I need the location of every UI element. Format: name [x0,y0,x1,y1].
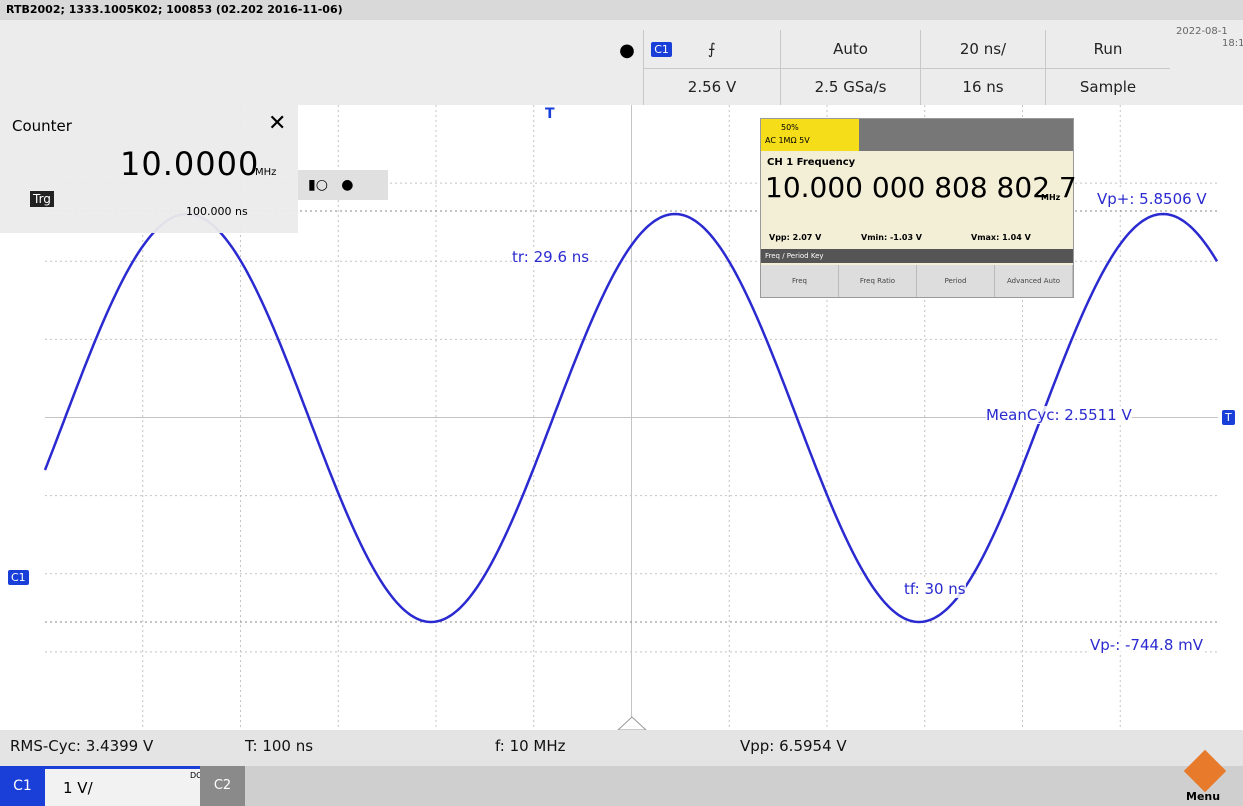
measurement: Vpp: 6.5954 V [740,737,847,755]
channel-scale: 1 V/ [63,779,93,797]
fall-time: tf: 30 ns [904,580,966,598]
inset-coupling: AC 1MΩ 5V [765,136,810,145]
page: RTB2002; 1333.1005K02; 100853 (02.202 20… [0,0,1243,806]
channel-marker: C1 [8,570,29,585]
time: 18:1 [1222,38,1243,49]
trigger-level-marker: T [1222,410,1235,425]
counter-unit: MHz [255,167,276,178]
run-state[interactable]: Run [1045,30,1170,68]
inset-button[interactable]: Freq Ratio [839,265,917,297]
trigger-mode[interactable]: Auto [780,30,920,68]
inset-panel: 50% AC 1MΩ 5V CH 1 Frequency 10.000 000 … [760,118,1074,298]
inset-vmin: Vmin: -1.03 V [861,233,922,242]
measurement-bar [0,730,1243,766]
menu-label: Menu [1186,790,1220,803]
channel-cell[interactable]: C1 ⨍ [643,30,723,68]
inset-unit: MHz [1041,193,1060,202]
channel-tag: C1 [651,42,672,57]
trigger-time-marker: T [545,106,555,122]
channel-scale-box[interactable]: 1 V/ DC [45,766,200,806]
vp-minus: Vp-: -744.8 mV [1090,636,1203,654]
inset-button[interactable]: Period [917,265,995,297]
sample-rate[interactable]: 2.5 GSa/s [780,68,920,105]
menu-button[interactable]: Menu [1180,752,1234,806]
inset-button[interactable]: Advanced Auto [995,265,1073,297]
counter-buttons[interactable]: ▮○ ● [298,170,388,200]
inset-label: CH 1 Frequency [767,157,855,168]
menu-icon [1184,750,1226,792]
counter-period: 100.000 ns [186,205,248,218]
inset-badge: 50% [781,123,799,132]
counter-value: 10.0000 [120,145,259,183]
counter-panel: Counter ✕ 10.0000 MHz Trg 100.000 ns [0,105,298,233]
acquisition[interactable]: Sample [1045,68,1170,105]
trigger-offset[interactable]: 16 ns [920,68,1045,105]
header-title: RTB2002; 1333.1005K02; 100853 (02.202 20… [0,0,1243,20]
date: 2022-08-1 [1176,26,1228,37]
knob-icon[interactable]: ● [612,40,642,90]
channel2-button[interactable]: C2 [200,766,245,806]
trigger-level[interactable]: 2.56 V [643,68,780,105]
inset-value: 10.000 000 808 802 7 [765,171,1077,204]
inset-button[interactable]: Freq [761,265,839,297]
counter-source: Trg [30,191,54,207]
measurement: T: 100 ns [245,737,313,755]
inset-vpp: Vpp: 2.07 V [769,233,821,242]
counter-title: Counter [12,117,72,135]
edge-icon: ⨍ [708,40,716,58]
inset-menu: Freq / Period Key [761,249,1073,263]
vp-plus: Vp+: 5.8506 V [1097,190,1207,208]
channel-button[interactable]: C1 [0,766,45,806]
measurement: RMS-Cyc: 3.4399 V [10,737,153,755]
inset-badge-bg [761,119,859,151]
measurement: f: 10 MHz [495,737,566,755]
center-marker [618,717,646,730]
mean-cycle: MeanCyc: 2.5511 V [986,406,1132,424]
close-button[interactable]: ✕ [268,111,286,136]
time-scale[interactable]: 20 ns/ [920,30,1045,68]
inset-vmax: Vmax: 1.04 V [971,233,1031,242]
inset-header [859,119,1073,151]
rise-time: tr: 29.6 ns [512,248,589,266]
